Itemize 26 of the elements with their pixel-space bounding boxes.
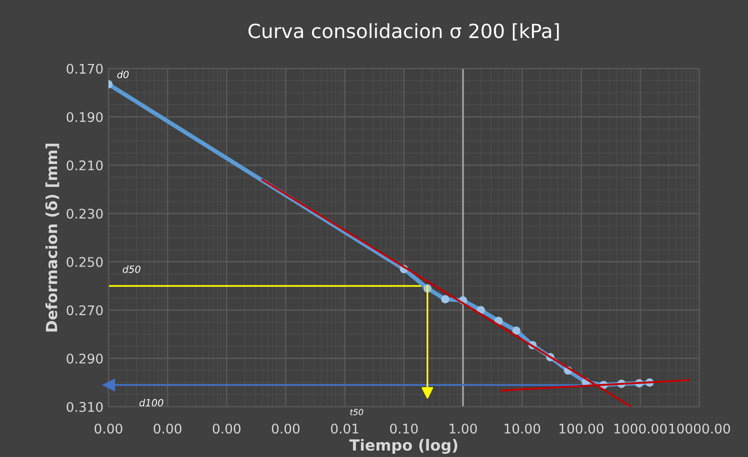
y-tick-label: 0.210: [66, 160, 103, 170]
x-axis-title: Tiempo (log): [349, 438, 458, 454]
y-tick-label: 0.310: [66, 402, 103, 412]
x-tick-label: 0.00: [272, 424, 300, 434]
y-tick-label: 0.290: [66, 354, 103, 364]
x-tick-label: 1000.00: [614, 424, 667, 434]
text: t50: [350, 408, 364, 416]
y-tick-label: 0.170: [66, 64, 103, 74]
annotation: d0: [117, 70, 129, 78]
y-axis-title: Deformacion (δ) [mm]: [45, 144, 60, 332]
y-tick-label: 0.270: [66, 305, 103, 316]
y-tick-label: 0.190: [66, 112, 103, 122]
y-tick-label: 0.250: [66, 257, 103, 267]
y-tick-label: 0.230: [66, 208, 103, 219]
ref-line-label: d50: [122, 265, 140, 273]
x-tick-label: 0.00: [212, 424, 240, 434]
x-tick-label: 0.01: [331, 424, 358, 434]
x-tick-label: 0.10: [390, 424, 418, 434]
chart-title: Curva consolidacion σ 200 [kPa]: [248, 23, 559, 41]
x-tick-label: 0.00: [94, 424, 122, 434]
x-tick-label: 0.00: [154, 424, 182, 434]
x-tick-label: 1.00: [450, 424, 477, 434]
x-tick-label: 100.00: [560, 424, 604, 434]
x-tick-label: 10.00: [504, 424, 540, 434]
ref-line-label: d100: [139, 398, 164, 406]
x-tick-label: 10000.00: [669, 424, 730, 434]
